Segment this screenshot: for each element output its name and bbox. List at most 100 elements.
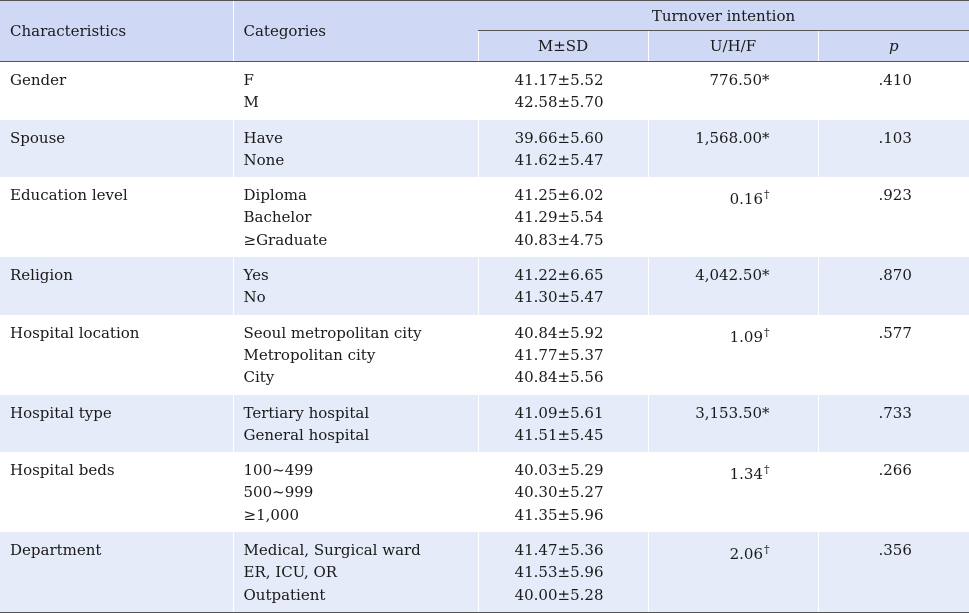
category-label: Outpatient: [244, 584, 478, 606]
characteristic-label: Hospital location: [10, 322, 233, 344]
statistic-value: 4,042.50: [695, 266, 762, 284]
msd-value: 40.30±5.27: [479, 481, 604, 503]
characteristic-cell: Department: [0, 532, 233, 612]
p-value-cell: .266: [818, 452, 969, 532]
statistic-value: 2.06: [730, 545, 763, 563]
msd-value: 39.66±5.60: [479, 127, 604, 149]
statistic-cell: 4,042.50*: [648, 257, 818, 315]
msd-value: 40.03±5.29: [479, 459, 604, 481]
statistic-cell: 1.09†: [648, 315, 818, 395]
msd-value: 41.25±6.02: [479, 184, 604, 206]
category-label: 500~999: [244, 481, 478, 503]
characteristic-label: Spouse: [10, 127, 233, 149]
category-label: Bachelor: [244, 206, 478, 228]
characteristic-cell: Hospital location: [0, 315, 233, 395]
category-label: ER, ICU, OR: [244, 561, 478, 583]
category-label: 100~499: [244, 459, 478, 481]
msd-value: 40.83±4.75: [479, 229, 604, 251]
category-label: F: [244, 69, 478, 91]
category-label: Seoul metropolitan city: [244, 322, 478, 344]
category-label: Tertiary hospital: [244, 402, 478, 424]
category-label: Metropolitan city: [244, 344, 478, 366]
statistic-cell: 1.34†: [648, 452, 818, 532]
statistic-cell: 776.50*: [648, 62, 818, 120]
msd-value: 41.17±5.52: [479, 69, 604, 91]
msd-value: 41.47±5.36: [479, 539, 604, 561]
characteristic-cell: Education level: [0, 177, 233, 257]
p-value: .103: [879, 127, 969, 149]
statistic-value: 1,568.00: [695, 129, 762, 147]
header-characteristics: Characteristics: [0, 1, 233, 62]
statistic-cell: 0.16†: [648, 177, 818, 257]
characteristic-cell: Hospital beds: [0, 452, 233, 532]
msd-value: 41.51±5.45: [479, 424, 604, 446]
p-value: .266: [879, 459, 969, 481]
category-label: City: [244, 366, 478, 388]
significance-mark: †: [764, 463, 770, 476]
characteristic-label: Education level: [10, 184, 233, 206]
p-value-cell: .410: [818, 62, 969, 120]
header-categories: Categories: [233, 1, 478, 62]
p-value-cell: .733: [818, 395, 969, 453]
msd-value: 41.30±5.47: [479, 286, 604, 308]
significance-mark: *: [762, 71, 770, 89]
msd-value: 42.58±5.70: [479, 91, 604, 113]
p-value-cell: .356: [818, 532, 969, 612]
p-value-cell: .923: [818, 177, 969, 257]
statistic-cell: 1,568.00*: [648, 120, 818, 178]
characteristic-label: Gender: [10, 69, 233, 91]
msd-value: 40.00±5.28: [479, 584, 604, 606]
msd-value: 41.09±5.61: [479, 402, 604, 424]
header-uhf: U/H/F: [648, 31, 818, 62]
p-value: .410: [879, 69, 969, 91]
header-p: p: [818, 31, 969, 62]
category-label: Yes: [244, 264, 478, 286]
category-label: ≥1,000: [244, 504, 478, 526]
characteristic-cell: Gender: [0, 62, 233, 120]
statistic-value: 0.16: [730, 190, 763, 208]
statistic-cell: 2.06†: [648, 532, 818, 612]
characteristic-cell: Spouse: [0, 120, 233, 178]
p-value: .733: [879, 402, 969, 424]
category-label: None: [244, 149, 478, 171]
msd-value: 40.84±5.92: [479, 322, 604, 344]
characteristic-label: Hospital type: [10, 402, 233, 424]
statistic-value: 1.34: [730, 465, 763, 483]
p-value: .923: [879, 184, 969, 206]
msd-value: 41.77±5.37: [479, 344, 604, 366]
header-turnover-intention: Turnover intention: [478, 1, 969, 31]
category-label: Diploma: [244, 184, 478, 206]
header-msd: M±SD: [478, 31, 648, 62]
msd-value: 41.22±6.65: [479, 264, 604, 286]
characteristic-label: Department: [10, 539, 233, 561]
characteristic-cell: Hospital type: [0, 395, 233, 453]
category-label: ≥Graduate: [244, 229, 478, 251]
characteristic-label: Religion: [10, 264, 233, 286]
category-label: No: [244, 286, 478, 308]
msd-value: 41.62±5.47: [479, 149, 604, 171]
significance-mark: *: [762, 404, 770, 422]
characteristic-cell: Religion: [0, 257, 233, 315]
p-value-cell: .577: [818, 315, 969, 395]
statistic-cell: 3,153.50*: [648, 395, 818, 453]
statistic-value: 3,153.50: [695, 404, 762, 422]
